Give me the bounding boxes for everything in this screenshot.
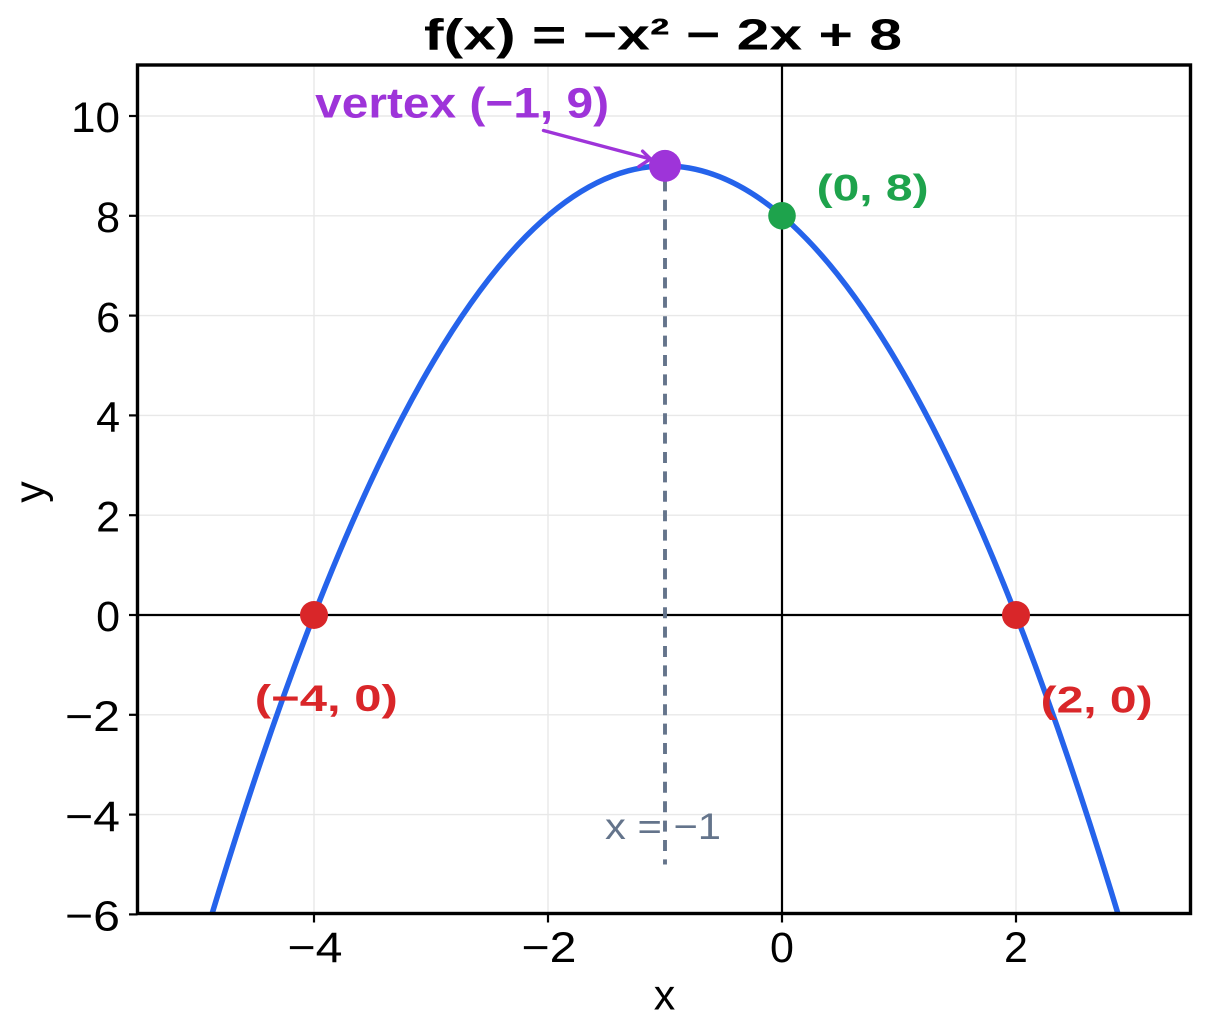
svg-text:(2, 0): (2, 0) [1041, 679, 1153, 721]
svg-text:−4: −4 [288, 924, 343, 972]
svg-text:6: 6 [96, 294, 120, 342]
svg-text:10: 10 [71, 94, 120, 142]
svg-text:f(x) = −x² − 2x + 8: f(x) = −x² − 2x + 8 [424, 11, 902, 60]
svg-text:x: x [654, 972, 676, 1020]
svg-text:4: 4 [96, 394, 120, 442]
svg-text:2: 2 [96, 493, 120, 541]
svg-text:(−4, 0): (−4, 0) [255, 677, 398, 719]
svg-text:vertex (−1, 9): vertex (−1, 9) [315, 81, 609, 128]
svg-text:−4: −4 [65, 793, 120, 841]
svg-text:8: 8 [96, 194, 120, 242]
svg-text:(0, 8): (0, 8) [817, 167, 929, 209]
svg-text:−2: −2 [65, 693, 120, 741]
svg-text:−6: −6 [65, 893, 120, 941]
svg-text:−2: −2 [522, 924, 577, 972]
svg-text:x = −1: x = −1 [605, 806, 721, 847]
svg-text:0: 0 [96, 593, 120, 641]
svg-text:2: 2 [1004, 924, 1028, 972]
svg-text:0: 0 [770, 924, 794, 972]
svg-text:y: y [6, 481, 54, 503]
